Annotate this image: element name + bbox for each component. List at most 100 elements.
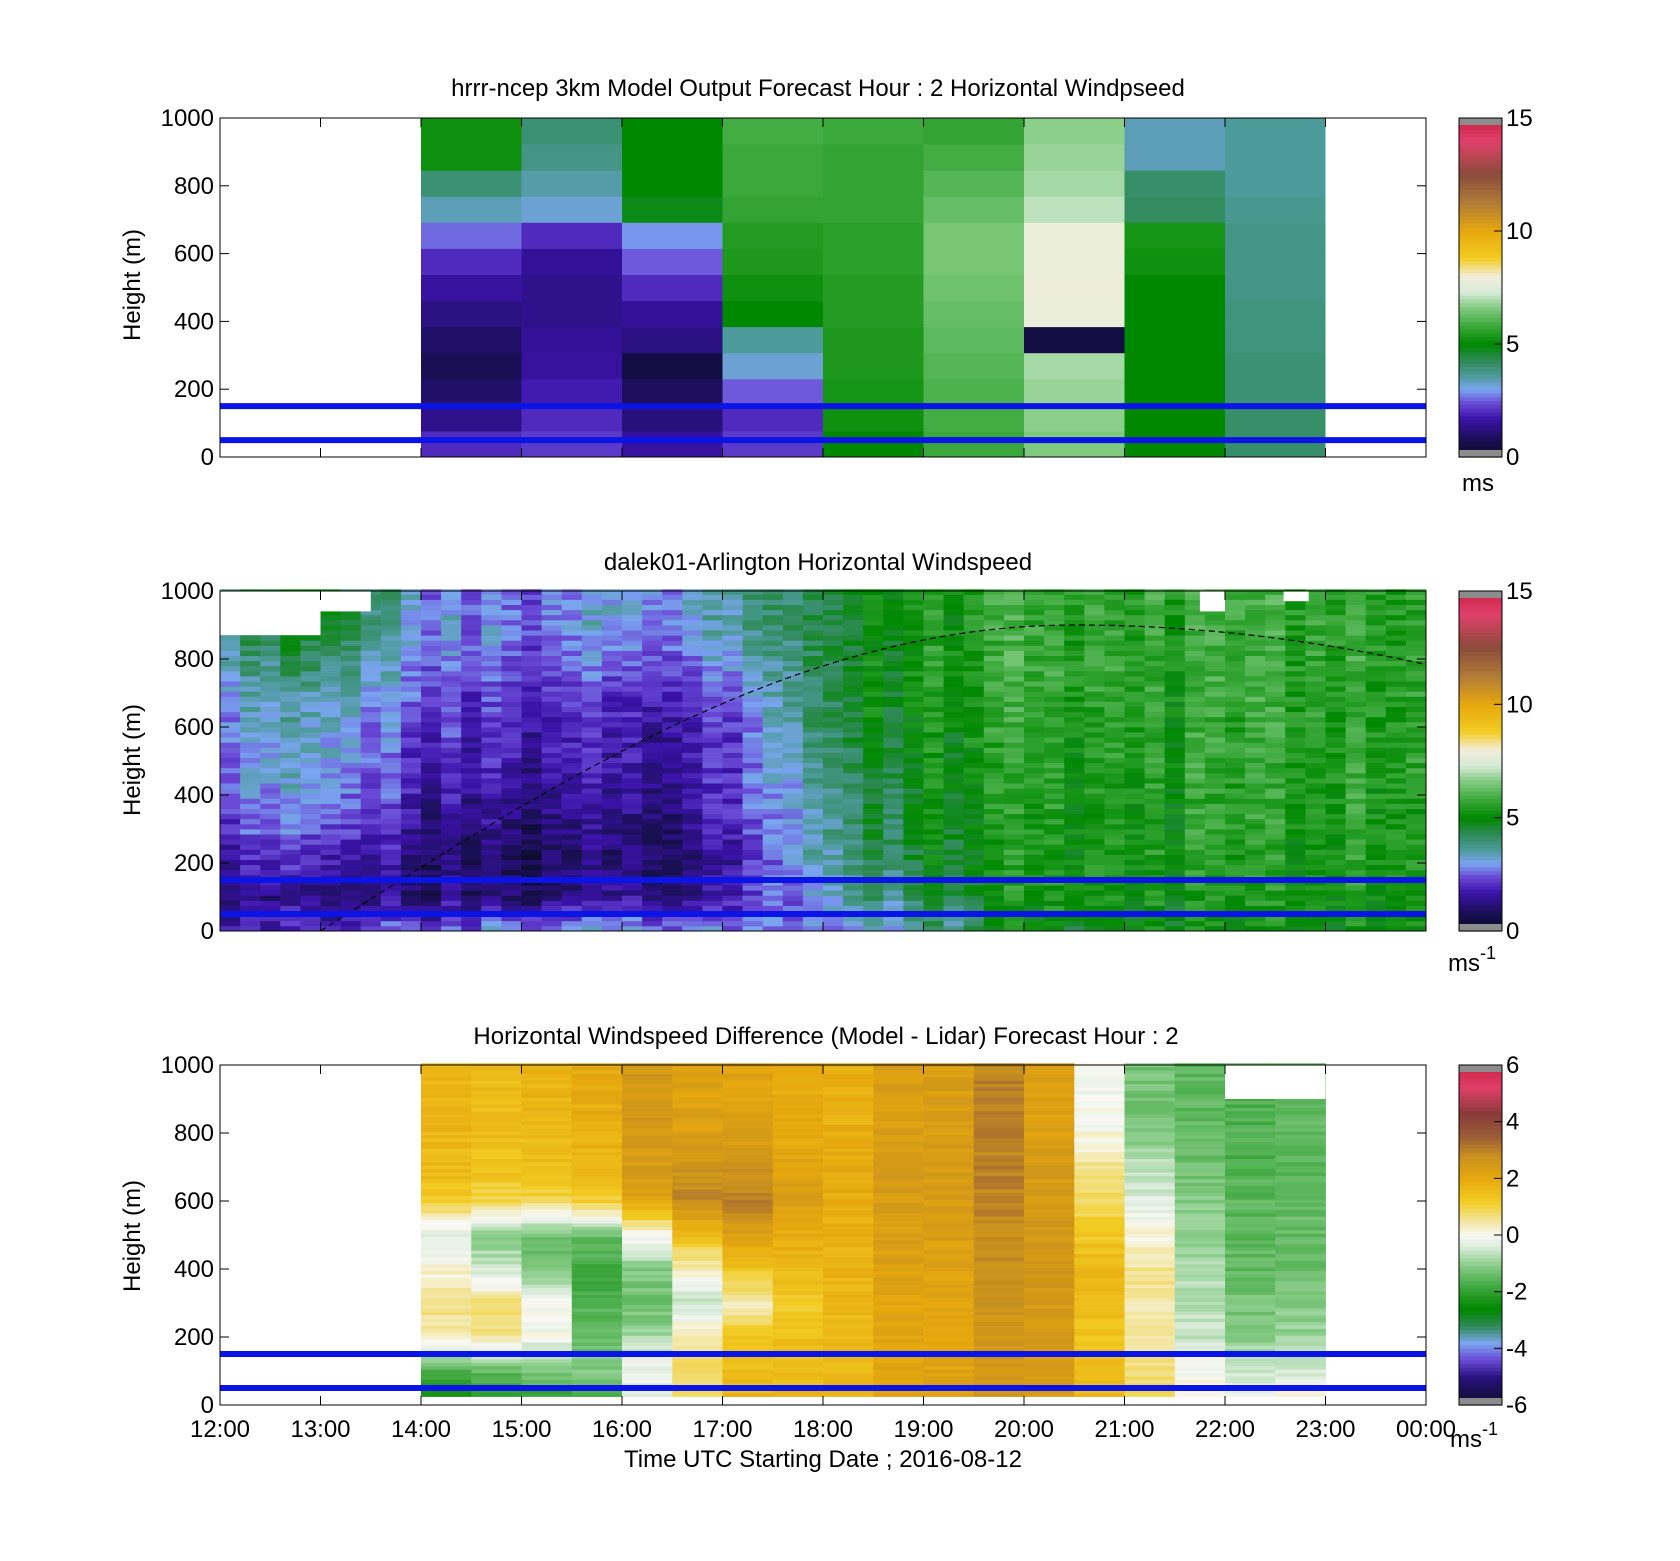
heatmap-cell (672, 1308, 723, 1312)
colorbar-swatch (1459, 787, 1502, 792)
heatmap-cell (1225, 747, 1246, 753)
heatmap-cell (400, 900, 422, 906)
heatmap-cell (421, 1348, 472, 1353)
heatmap-cell (622, 737, 643, 743)
heatmap-cell (260, 895, 281, 901)
heatmap-cell (521, 1216, 573, 1221)
heatmap-cell (461, 660, 482, 667)
heatmap-cell (1225, 640, 1246, 646)
heatmap-cell (481, 614, 502, 621)
heatmap-cell (240, 844, 261, 850)
heatmap-cell (722, 670, 743, 677)
heatmap-cell (300, 808, 321, 815)
heatmap-cell (983, 905, 1005, 911)
heatmap-cell (782, 701, 804, 707)
heatmap-cell (571, 1138, 623, 1142)
heatmap-cell (400, 737, 422, 743)
heatmap-cell (722, 813, 743, 820)
heatmap-cell (1104, 808, 1125, 815)
colorbar-swatch (1459, 768, 1502, 773)
heatmap-cell (1345, 895, 1367, 901)
heatmap-cell (1184, 849, 1206, 855)
heatmap-cell (561, 859, 583, 866)
heatmap-cell (1104, 655, 1125, 662)
heatmap-cell (1044, 655, 1065, 662)
heatmap-cell (1044, 778, 1065, 784)
heatmap-cell (622, 118, 723, 145)
heatmap-cell (1265, 823, 1286, 830)
heatmap-cell (1405, 660, 1427, 667)
heatmap-cell (421, 905, 442, 911)
heatmap-cell (1003, 803, 1025, 809)
heatmap-cell (1104, 778, 1125, 784)
heatmap-cell (1204, 778, 1226, 784)
heatmap-cell (622, 1155, 673, 1159)
heatmap-cell (802, 915, 824, 922)
heatmap-cell (1245, 844, 1266, 850)
heatmap-cell (1265, 864, 1286, 871)
heatmap-cell (622, 609, 643, 616)
heatmap-cell (622, 1294, 673, 1299)
heatmap-cell (320, 727, 341, 733)
heatmap-cell (481, 660, 502, 667)
heatmap-cell (622, 1280, 673, 1285)
heatmap-cell (883, 905, 904, 911)
heatmap-cell (1044, 630, 1065, 636)
heatmap-cell (802, 829, 824, 835)
heatmap-cell (340, 732, 362, 738)
heatmap-cell (471, 1076, 522, 1081)
heatmap-cell (421, 798, 442, 804)
heatmap-cell (742, 604, 764, 611)
colorbar-swatch (1459, 783, 1502, 789)
heatmap-cell (762, 778, 784, 784)
heatmap-cell (1024, 170, 1125, 197)
heatmap-cell (1345, 630, 1367, 636)
heatmap-cell (1144, 691, 1166, 697)
heatmap-cell (1265, 783, 1286, 789)
heatmap-cell (1385, 630, 1407, 636)
heatmap-cell (1265, 793, 1286, 799)
heatmap-cell (421, 1243, 472, 1248)
heatmap-cell (742, 650, 764, 656)
heatmap-cell (561, 803, 583, 809)
colorbar-swatch (1459, 415, 1502, 420)
heatmap-cell (260, 701, 281, 707)
heatmap-cell (1365, 681, 1387, 687)
heatmap-cell (1204, 645, 1226, 651)
heatmap-cell (421, 1080, 472, 1085)
heatmap-cell (1044, 676, 1065, 682)
heatmap-cell (1104, 645, 1125, 651)
heatmap-cell (300, 691, 321, 697)
heatmap-cell (521, 594, 542, 600)
heatmap-cell (1405, 767, 1427, 774)
heatmap-cell (421, 1260, 472, 1265)
heatmap-cell (481, 783, 502, 789)
heatmap-cell (1084, 737, 1105, 743)
heatmap-cell (1144, 895, 1166, 901)
heatmap-cell (983, 844, 1005, 850)
heatmap-cell (762, 660, 784, 667)
heatmap-cell (220, 885, 241, 891)
heatmap-cell (1003, 808, 1025, 815)
heatmap-cell (1365, 905, 1387, 911)
heatmap-cell (1144, 762, 1166, 769)
heatmap-cell (481, 915, 502, 922)
heatmap-cell (1184, 681, 1206, 687)
heatmap-cell (1044, 900, 1065, 906)
heatmap-cell (1204, 762, 1226, 769)
heatmap-cell (571, 1355, 623, 1360)
heatmap-cell (1044, 716, 1065, 723)
heatmap-cell (662, 757, 683, 764)
heatmap-cell (1285, 650, 1306, 656)
heatmap-cell (421, 803, 442, 809)
heatmap-cell (782, 625, 804, 631)
heatmap-cell (622, 1093, 673, 1098)
heatmap-cell (742, 762, 764, 769)
heatmap-cell (1044, 925, 1065, 932)
heatmap-cell (1385, 905, 1407, 911)
heatmap-cell (1365, 783, 1387, 789)
heatmap-cell (1245, 676, 1266, 682)
heatmap-cell (220, 681, 241, 687)
heatmap-cell (601, 859, 623, 866)
heatmap-cell (421, 839, 442, 845)
